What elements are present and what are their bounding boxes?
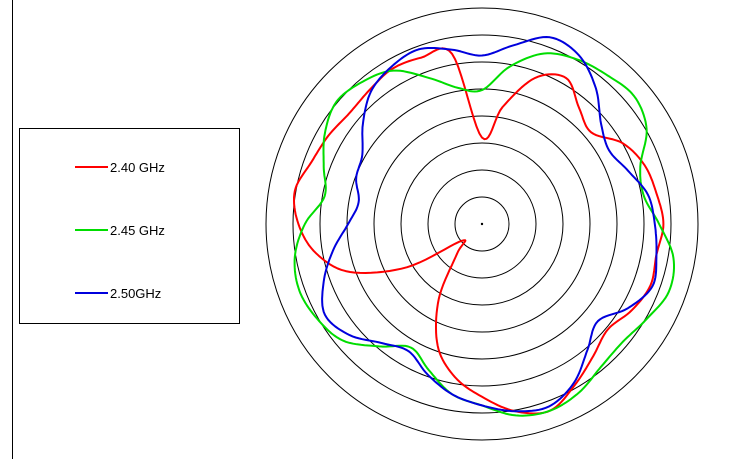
left-border-line [12,0,13,459]
legend-swatch-0 [75,166,108,168]
legend-item-0: 2.40 GHz [75,159,165,175]
legend-label-1: 2.45 GHz [110,222,165,238]
legend-swatch-1 [75,229,108,231]
series-line-0 [293,47,665,415]
grid-ring-2 [427,169,537,279]
polar-grid [265,7,699,441]
grid-ring-3 [400,142,564,306]
center-dot [480,222,484,226]
polar-series [293,36,675,417]
series-line-2 [321,36,658,413]
legend: 2.40 GHz 2.45 GHz 2.50GHz [19,128,240,324]
grid-ring-7 [292,34,672,414]
legend-label-0: 2.40 GHz [110,159,165,175]
grid-ring-6 [319,61,645,387]
legend-swatch-2 [75,292,108,294]
grid-ring-8 [265,7,699,441]
grid-ring-4 [373,115,591,333]
grid-ring-1 [454,196,510,252]
legend-item-2: 2.50GHz [75,285,161,301]
legend-label-2: 2.50GHz [110,285,162,301]
legend-item-1: 2.45 GHz [75,222,165,238]
